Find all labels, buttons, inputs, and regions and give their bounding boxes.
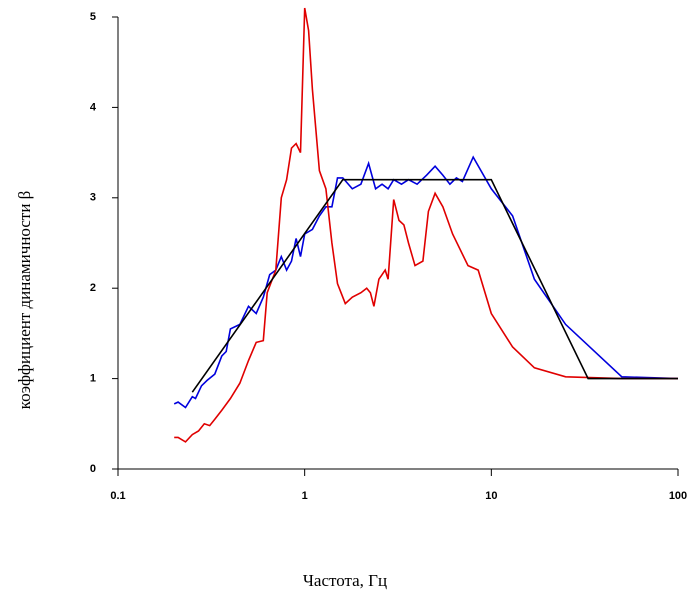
x-tick-label: 1: [302, 490, 308, 502]
x-tick-label: 10: [485, 490, 497, 502]
y-tick-label: 0: [90, 463, 96, 475]
x-axis-label: Частота, Гц: [303, 571, 387, 590]
x-tick-label: 0.1: [110, 490, 125, 502]
x-tick-label: 100: [669, 490, 687, 502]
data-line: [173, 155, 679, 409]
y-tick-label: 1: [90, 373, 96, 385]
y-tick-label: 2: [90, 282, 96, 294]
y-tick-label: 3: [90, 192, 96, 204]
y-tick-label: 5: [90, 11, 96, 23]
data-line: [191, 178, 678, 393]
data-line: [174, 7, 678, 443]
y-tick-label: 4: [90, 101, 97, 113]
y-axis-label: коэффициент динамичности β: [15, 191, 34, 410]
